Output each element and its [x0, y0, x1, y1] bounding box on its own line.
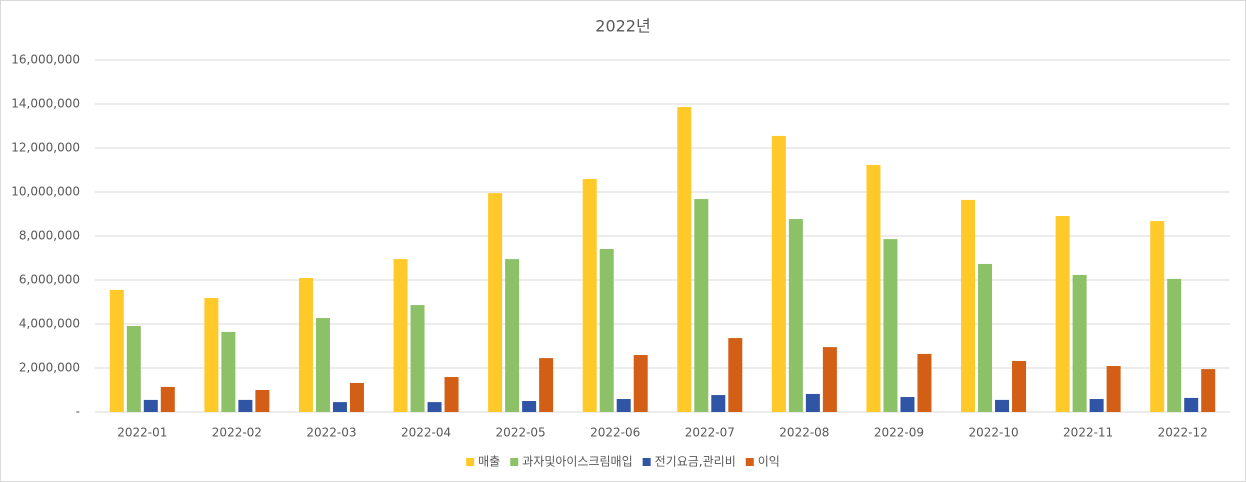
bar [204, 298, 219, 412]
bar [978, 263, 993, 412]
y-tick-label: 4,000,000 [19, 317, 80, 331]
bar [238, 399, 253, 412]
bar [900, 397, 915, 412]
y-tick-label: 6,000,000 [19, 273, 80, 287]
legend: 매출 과자및아이스크림매입 전기요금,관리비 이익 [466, 455, 780, 469]
bar [1055, 215, 1070, 412]
bar [332, 402, 347, 412]
bar [694, 199, 709, 412]
x-tick-label: 2022-04 [401, 426, 451, 440]
x-tick-label: 2022-06 [590, 426, 640, 440]
x-tick-label: 2022-03 [306, 426, 356, 440]
y-tick-label: 12,000,000 [11, 141, 80, 155]
bar [917, 353, 932, 412]
bar [539, 358, 554, 412]
bar [771, 135, 786, 412]
bar [995, 399, 1010, 412]
bar [599, 248, 614, 412]
bar [143, 399, 158, 412]
bar [427, 402, 442, 412]
bar [488, 193, 503, 412]
y-tick-label: 14,000,000 [11, 97, 80, 111]
bar [633, 355, 648, 412]
bar [1150, 221, 1165, 412]
x-tick-label: 2022-12 [1158, 426, 1208, 440]
bar [298, 278, 313, 412]
bar [349, 382, 364, 412]
x-tick-label: 2022-10 [968, 426, 1018, 440]
y-tick-label: 10,000,000 [11, 185, 80, 199]
bar [522, 401, 537, 412]
x-tick-label: 2022-05 [496, 426, 546, 440]
bar [883, 239, 898, 412]
bar [1201, 369, 1216, 412]
bar [410, 305, 425, 412]
legend-label: 매출 [478, 455, 500, 469]
bar [221, 331, 236, 412]
bar [315, 318, 330, 412]
bar [255, 390, 270, 412]
x-tick-label: 2022-01 [117, 426, 167, 440]
y-tick-label: - [76, 405, 80, 419]
bar [728, 338, 743, 412]
bar [160, 386, 175, 412]
y-tick-label: 2,000,000 [19, 361, 80, 375]
legend-label: 과자및아이스크림매입 [522, 455, 632, 469]
legend-swatch [510, 458, 519, 466]
bar [961, 199, 976, 412]
bar [444, 377, 459, 412]
bar [393, 259, 408, 412]
legend-label: 전기요금,관리비 [655, 455, 736, 469]
bar [582, 179, 597, 412]
x-tick-label: 2022-09 [874, 426, 924, 440]
legend-swatch [642, 458, 651, 466]
bar [1012, 360, 1027, 412]
bar [505, 259, 520, 412]
x-tick-label: 2022-11 [1063, 426, 1113, 440]
bar [1167, 278, 1182, 412]
bar [822, 347, 837, 412]
bar [788, 219, 803, 412]
bar [616, 399, 631, 412]
bar [677, 107, 692, 412]
legend-swatch [466, 458, 475, 466]
bar [126, 325, 141, 412]
bar [1072, 274, 1087, 412]
bar [1106, 366, 1121, 412]
y-tick-label: 8,000,000 [19, 229, 80, 243]
bar [1089, 399, 1104, 412]
bar [1184, 397, 1199, 412]
bar [711, 395, 726, 412]
bar [866, 164, 881, 412]
legend-swatch [745, 458, 754, 466]
bar [109, 289, 124, 412]
x-tick-label: 2022-08 [779, 426, 829, 440]
chart-title: 2022년 [595, 17, 650, 36]
x-tick-label: 2022-02 [212, 426, 262, 440]
y-tick-label: 16,000,000 [11, 53, 80, 67]
bar [805, 393, 820, 412]
x-tick-label: 2022-07 [685, 426, 735, 440]
legend-label: 이익 [758, 455, 780, 469]
